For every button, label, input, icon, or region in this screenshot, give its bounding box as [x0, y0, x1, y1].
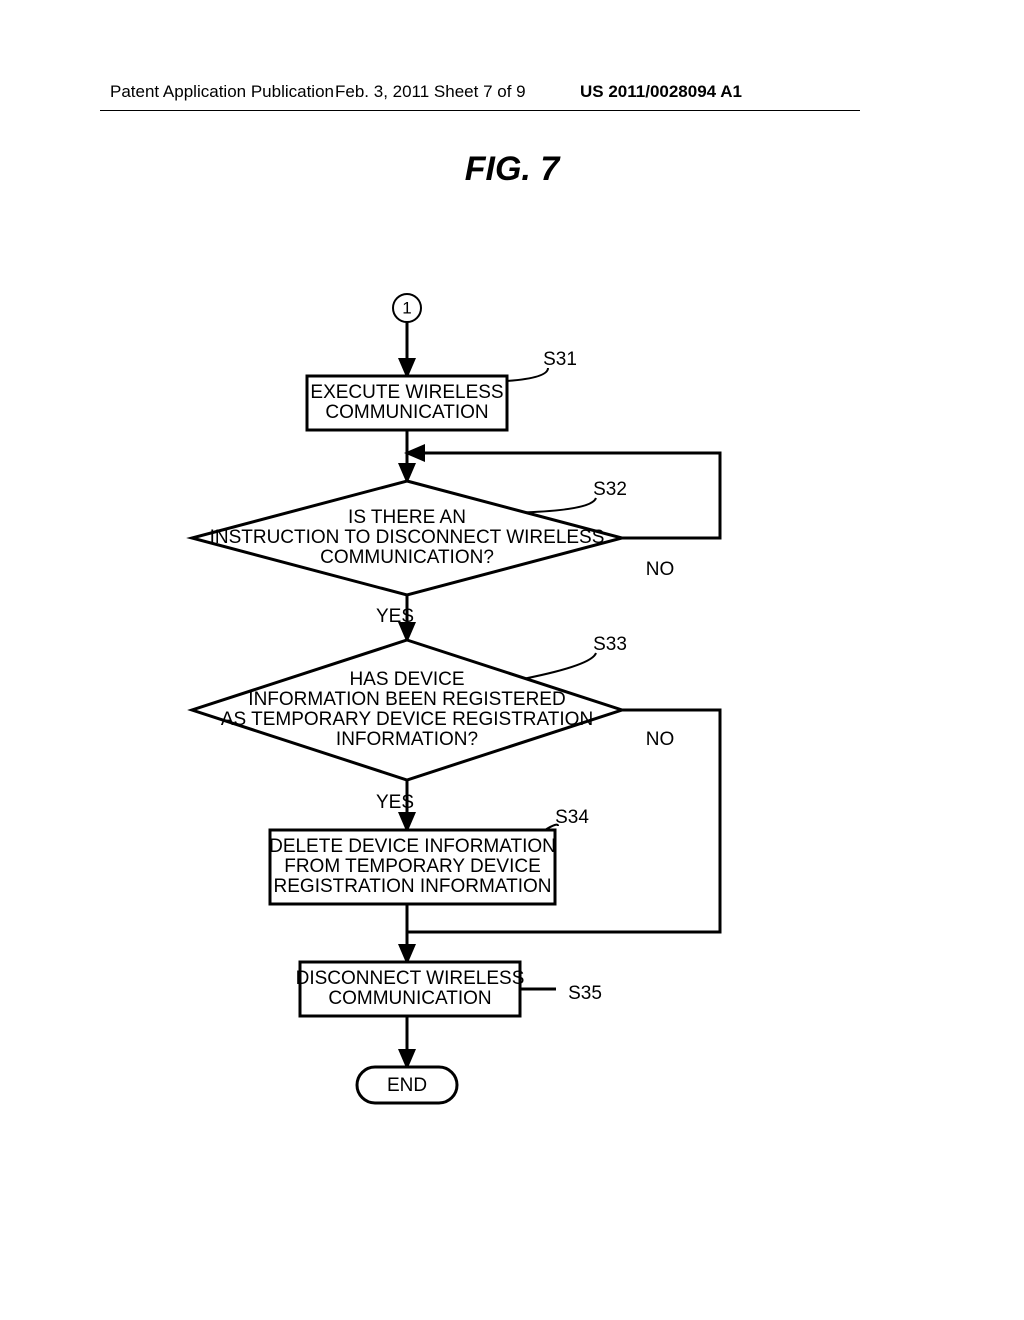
svg-text:IS THERE AN: IS THERE AN: [348, 507, 466, 528]
svg-text:INSTRUCTION TO DISCONNECT WIRE: INSTRUCTION TO DISCONNECT WIRELESS: [210, 527, 605, 548]
svg-text:YES: YES: [376, 606, 414, 627]
svg-text:AS TEMPORARY DEVICE REGISTRATI: AS TEMPORARY DEVICE REGISTRATION: [221, 709, 593, 730]
svg-text:NO: NO: [646, 729, 675, 750]
svg-text:COMMUNICATION: COMMUNICATION: [328, 988, 491, 1009]
svg-text:S34: S34: [555, 807, 589, 828]
svg-text:REGISTRATION INFORMATION: REGISTRATION INFORMATION: [274, 876, 552, 897]
svg-text:INFORMATION BEEN REGISTERED: INFORMATION BEEN REGISTERED: [248, 689, 565, 710]
svg-text:HAS DEVICE: HAS DEVICE: [349, 669, 464, 690]
svg-text:FROM TEMPORARY DEVICE: FROM TEMPORARY DEVICE: [284, 856, 541, 877]
flowchart-svg: 1EXECUTE WIRELESSCOMMUNICATIONS31IS THER…: [0, 0, 1024, 1320]
svg-text:DISCONNECT WIRELESS: DISCONNECT WIRELESS: [296, 968, 525, 989]
svg-text:COMMUNICATION?: COMMUNICATION?: [320, 547, 494, 568]
svg-text:S31: S31: [543, 349, 577, 370]
svg-text:NO: NO: [646, 559, 675, 580]
svg-text:EXECUTE WIRELESS: EXECUTE WIRELESS: [310, 382, 503, 403]
page: Patent Application Publication Feb. 3, 2…: [0, 0, 1024, 1320]
svg-text:DELETE DEVICE INFORMATION: DELETE DEVICE INFORMATION: [269, 836, 556, 857]
svg-text:YES: YES: [376, 792, 414, 813]
svg-text:INFORMATION?: INFORMATION?: [336, 729, 478, 750]
svg-text:1: 1: [402, 298, 411, 317]
svg-text:S35: S35: [568, 983, 602, 1004]
svg-text:END: END: [387, 1075, 427, 1096]
svg-text:S32: S32: [593, 479, 627, 500]
svg-text:S33: S33: [593, 634, 627, 655]
svg-text:COMMUNICATION: COMMUNICATION: [325, 402, 488, 423]
